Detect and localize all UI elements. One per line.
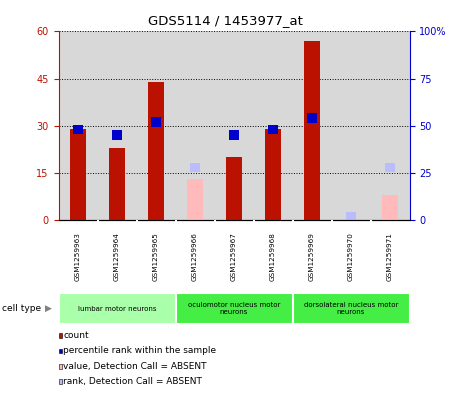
- Bar: [73, 125, 83, 134]
- Text: ▶: ▶: [45, 304, 52, 313]
- Bar: [176, 293, 292, 324]
- Text: percentile rank within the sample: percentile rank within the sample: [63, 347, 216, 356]
- Bar: [346, 211, 356, 221]
- Bar: [98, 31, 136, 220]
- Bar: [370, 31, 410, 220]
- Bar: [176, 31, 215, 220]
- Bar: [385, 163, 395, 172]
- Text: oculomotor nucleus motor
neurons: oculomotor nucleus motor neurons: [188, 302, 280, 315]
- Text: rank, Detection Call = ABSENT: rank, Detection Call = ABSENT: [63, 377, 202, 386]
- Text: GSM1259964: GSM1259964: [114, 232, 120, 281]
- Bar: [307, 114, 317, 123]
- Text: GSM1259968: GSM1259968: [270, 232, 276, 281]
- Text: GSM1259965: GSM1259965: [153, 232, 159, 281]
- Bar: [382, 195, 398, 220]
- Bar: [70, 129, 86, 220]
- Bar: [229, 130, 239, 140]
- Bar: [109, 148, 125, 220]
- Bar: [332, 31, 370, 220]
- Bar: [151, 117, 161, 127]
- Bar: [292, 293, 410, 324]
- Bar: [112, 130, 122, 140]
- Bar: [136, 31, 176, 220]
- Bar: [268, 125, 278, 134]
- Bar: [253, 31, 292, 220]
- Text: lumbar motor neurons: lumbar motor neurons: [78, 305, 156, 312]
- Bar: [215, 31, 253, 220]
- Bar: [226, 157, 242, 220]
- Text: GSM1259969: GSM1259969: [309, 232, 315, 281]
- Text: value, Detection Call = ABSENT: value, Detection Call = ABSENT: [63, 362, 207, 371]
- Text: dorsolateral nucleus motor
neurons: dorsolateral nucleus motor neurons: [304, 302, 398, 315]
- Text: cell type: cell type: [2, 304, 41, 313]
- Bar: [148, 82, 164, 220]
- Text: GSM1259966: GSM1259966: [192, 232, 198, 281]
- Bar: [58, 31, 98, 220]
- Bar: [265, 129, 281, 220]
- Text: GSM1259971: GSM1259971: [387, 232, 393, 281]
- Text: GSM1259970: GSM1259970: [348, 232, 354, 281]
- Bar: [292, 31, 332, 220]
- Bar: [187, 179, 203, 220]
- Bar: [190, 163, 200, 172]
- Text: GSM1259967: GSM1259967: [231, 232, 237, 281]
- Text: GSM1259963: GSM1259963: [75, 232, 81, 281]
- Bar: [58, 293, 176, 324]
- Text: GDS5114 / 1453977_at: GDS5114 / 1453977_at: [148, 14, 302, 27]
- Text: count: count: [63, 331, 89, 340]
- Bar: [304, 41, 320, 220]
